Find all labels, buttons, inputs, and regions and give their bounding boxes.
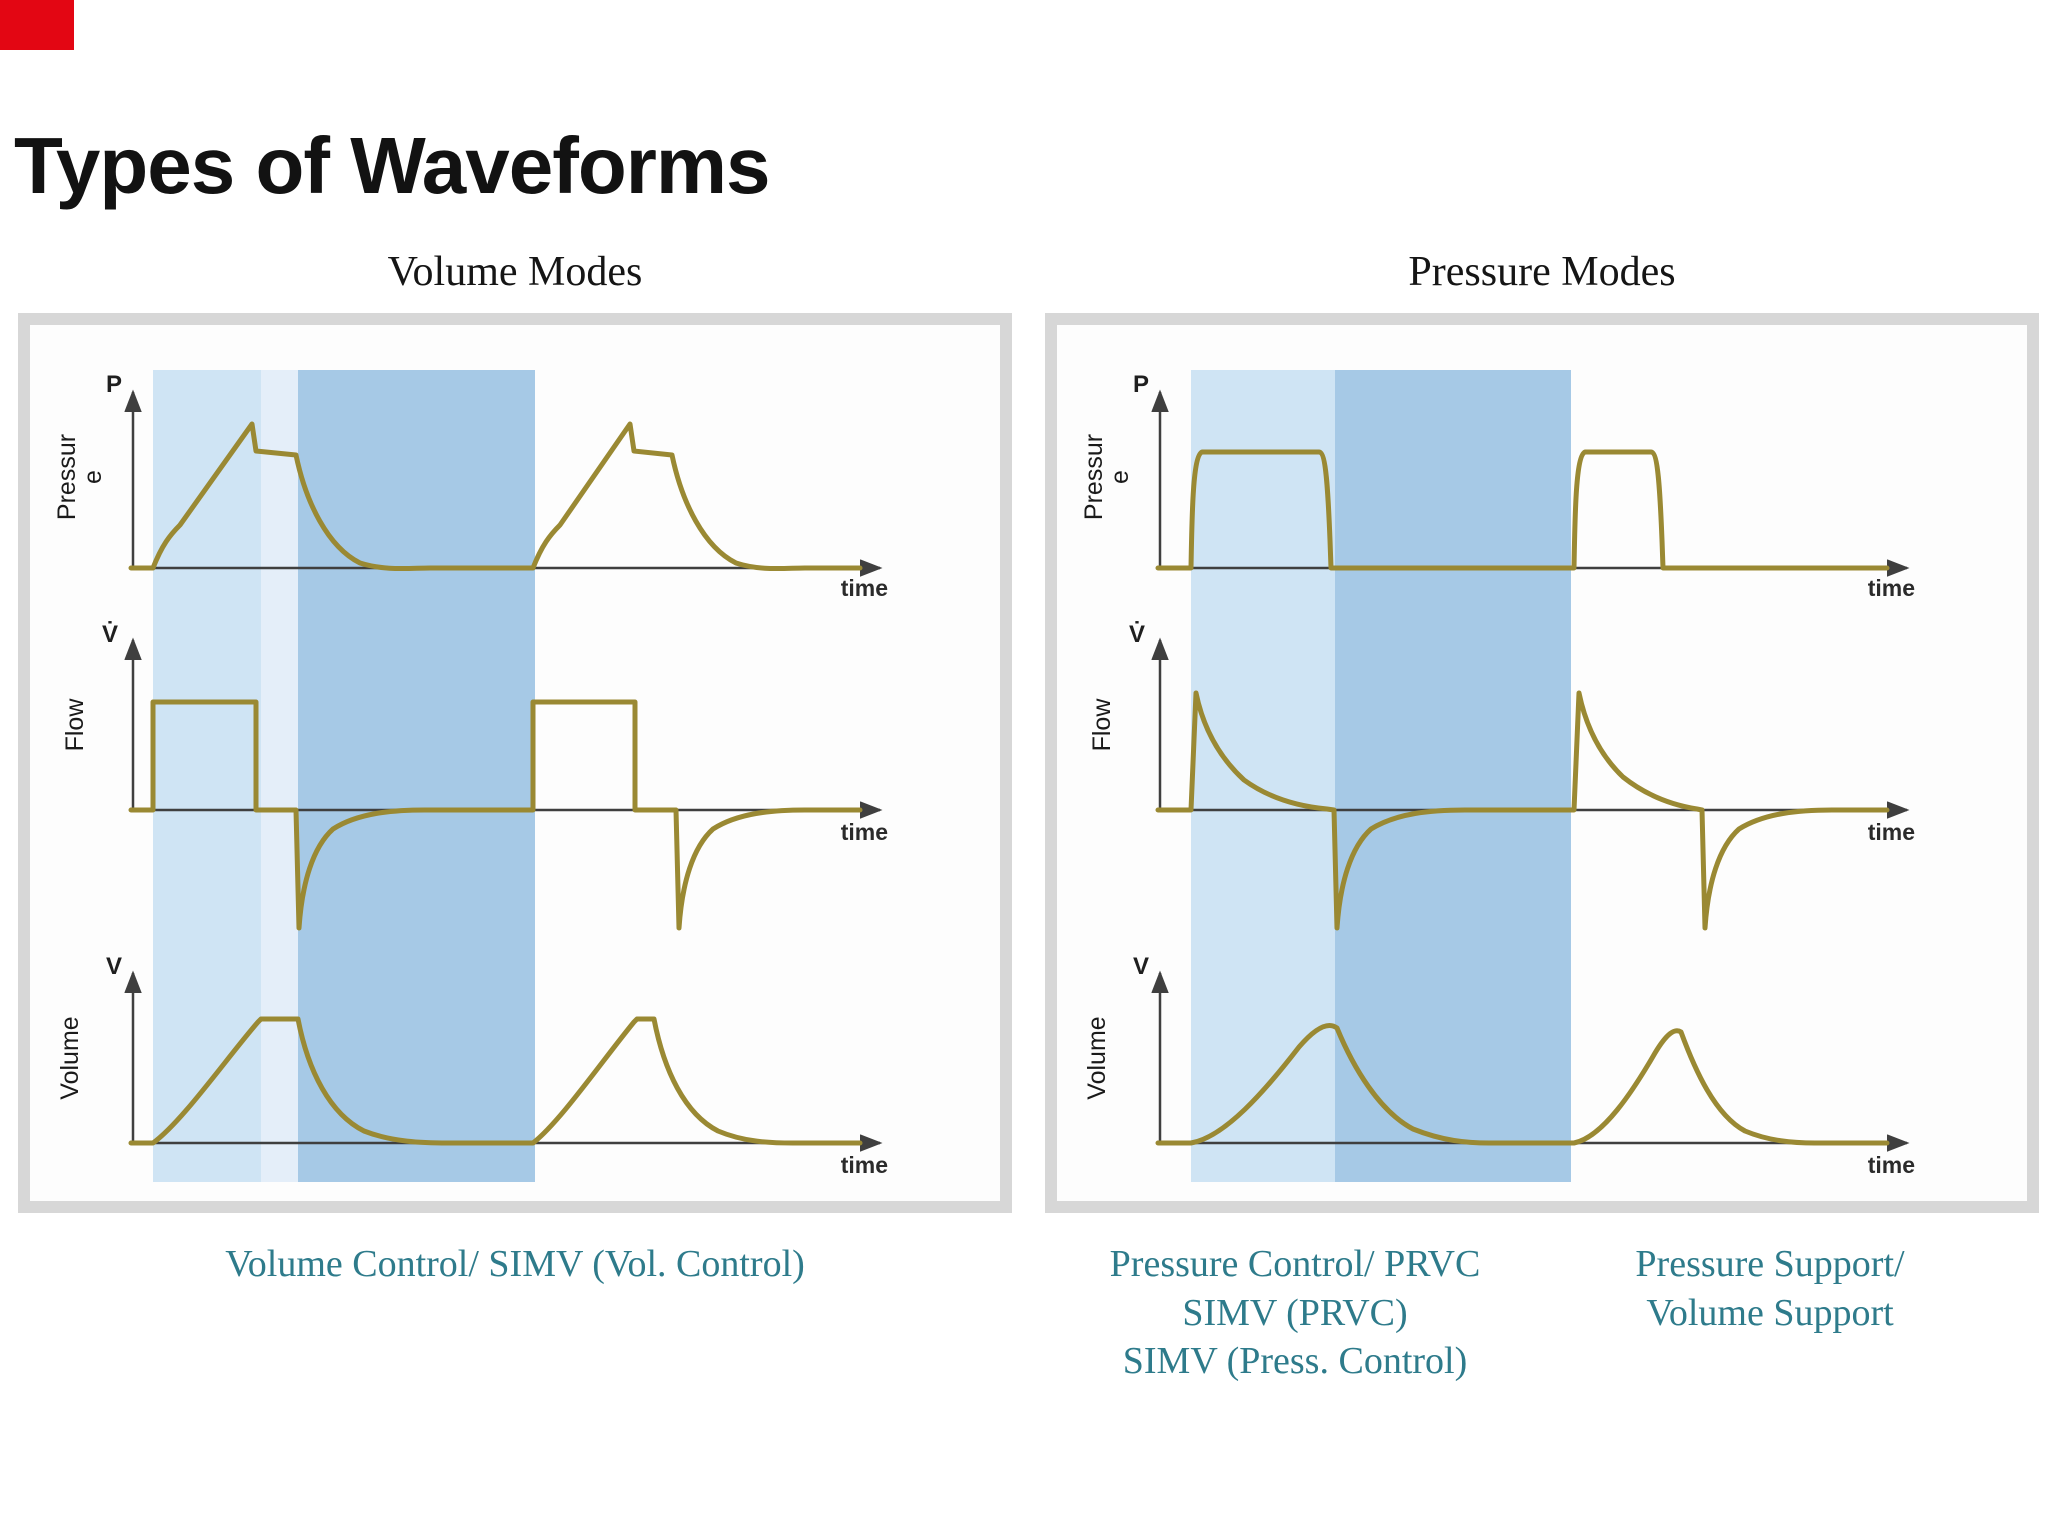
volume-axis-label: Volume bbox=[1075, 1003, 1119, 1113]
pressure-axis-letter: P bbox=[1133, 371, 1150, 398]
volume-axis-label-line1: Volume bbox=[1082, 1016, 1111, 1100]
flow-axis-letter: V̇ bbox=[102, 621, 119, 648]
flow-axis-label: Flow bbox=[1080, 670, 1124, 780]
volume-modes-waveform-chart bbox=[124, 389, 883, 1152]
caption-line: SIMV (Press. Control) bbox=[1122, 1340, 1468, 1383]
flow-time-label: time bbox=[1867, 819, 1915, 845]
pause-band bbox=[261, 370, 298, 1182]
pressure-modes-waveform-chart bbox=[1151, 389, 1910, 1152]
pressure-axis-label: Pressur e bbox=[1075, 412, 1139, 542]
inspiration-band-light bbox=[153, 370, 261, 1182]
caption-line: Volume Control/ SIMV (Vol. Control) bbox=[225, 1243, 805, 1285]
pressure-axis-label-line2: e bbox=[1106, 470, 1134, 484]
caption-line: Volume Support bbox=[1646, 1291, 1894, 1334]
pressure-axis-label-line1: Pressur bbox=[52, 433, 81, 521]
pressure-modes-panel: P V̇ V Pressur e Flow Volume time time t… bbox=[1045, 313, 2039, 1213]
pressure-axis-label-line2: e bbox=[79, 470, 107, 484]
volume-waveform-path bbox=[128, 1016, 863, 1146]
pressure-axis-label: Pressur e bbox=[48, 412, 112, 542]
flow-waveform-path bbox=[128, 699, 863, 931]
volume-axis-letter: V bbox=[1133, 953, 1150, 980]
red-corner-mark bbox=[0, 0, 74, 50]
pressure-support-caption: Pressure Support/ Volume Support bbox=[1540, 1240, 2000, 1337]
expiration-band-dark bbox=[1335, 370, 1571, 1182]
expiration-band-dark bbox=[298, 370, 535, 1182]
page-title: Types of Waveforms bbox=[14, 121, 771, 210]
pressure-waveform-path bbox=[1155, 449, 1890, 571]
volume-modes-panel: P V̇ V Pressur e Flow Volume time time t… bbox=[18, 313, 1012, 1213]
volume-time-label: time bbox=[1867, 1152, 1915, 1178]
flow-waveform-path bbox=[1155, 690, 1890, 931]
pressure-waveform-path bbox=[128, 421, 863, 572]
volume-axis-letter: V bbox=[106, 953, 123, 980]
pressure-time-label: time bbox=[840, 575, 888, 601]
caption-line: Pressure Support/ bbox=[1635, 1243, 1905, 1285]
volume-waveform-path bbox=[1155, 1022, 1890, 1146]
volume-axis-label-line1: Volume bbox=[55, 1016, 84, 1100]
caption-line: SIMV (PRVC) bbox=[1182, 1291, 1408, 1334]
flow-time-label: time bbox=[840, 819, 888, 845]
flow-axis-label-line1: Flow bbox=[1087, 698, 1116, 752]
caption-line: Pressure Control/ PRVC bbox=[1109, 1243, 1481, 1285]
flow-axis-letter: V̇ bbox=[1129, 621, 1146, 648]
pressure-axis-letter: P bbox=[106, 371, 123, 398]
pressure-axis-label-line1: Pressur bbox=[1079, 433, 1108, 521]
pressure-time-label: time bbox=[1867, 575, 1915, 601]
volume-modes-header: Volume Modes bbox=[387, 249, 643, 295]
inspiration-band-light bbox=[1191, 370, 1335, 1182]
pressure-control-caption: Pressure Control/ PRVC SIMV (PRVC) SIMV … bbox=[1045, 1240, 1545, 1386]
flow-axis-label: Flow bbox=[53, 670, 97, 780]
volume-axis-label: Volume bbox=[48, 1003, 92, 1113]
volume-time-label: time bbox=[840, 1152, 888, 1178]
volume-modes-caption: Volume Control/ SIMV (Vol. Control) bbox=[18, 1240, 1012, 1289]
pressure-modes-header: Pressure Modes bbox=[1408, 249, 1676, 295]
flow-axis-label-line1: Flow bbox=[60, 698, 89, 752]
